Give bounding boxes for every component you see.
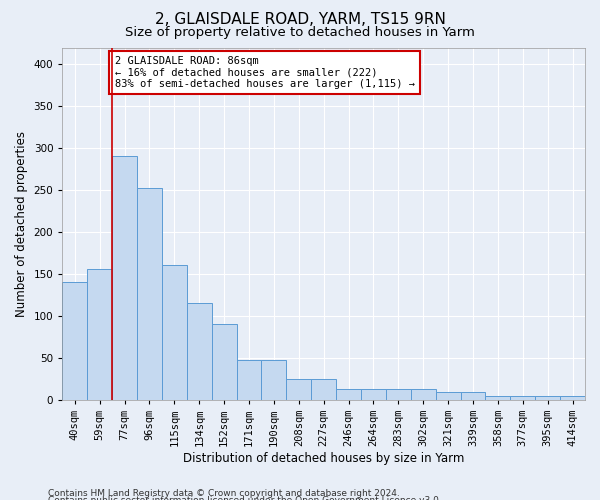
Bar	[236, 360, 262, 400]
Bar	[187, 304, 212, 400]
Bar	[511, 396, 535, 400]
Bar	[262, 360, 286, 400]
Bar	[361, 389, 386, 400]
Bar	[336, 389, 361, 400]
Bar	[62, 282, 87, 400]
Text: Size of property relative to detached houses in Yarm: Size of property relative to detached ho…	[125, 26, 475, 39]
Bar	[286, 379, 311, 400]
Bar	[461, 392, 485, 400]
Bar	[386, 389, 411, 400]
Bar	[112, 156, 137, 400]
Bar	[485, 396, 511, 400]
Text: Contains HM Land Registry data © Crown copyright and database right 2024.: Contains HM Land Registry data © Crown c…	[48, 488, 400, 498]
X-axis label: Distribution of detached houses by size in Yarm: Distribution of detached houses by size …	[183, 452, 464, 465]
Y-axis label: Number of detached properties: Number of detached properties	[15, 130, 28, 316]
Bar	[137, 188, 162, 400]
Bar	[311, 379, 336, 400]
Text: Contains public sector information licensed under the Open Government Licence v3: Contains public sector information licen…	[48, 496, 442, 500]
Text: 2 GLAISDALE ROAD: 86sqm
← 16% of detached houses are smaller (222)
83% of semi-d: 2 GLAISDALE ROAD: 86sqm ← 16% of detache…	[115, 56, 415, 89]
Bar	[560, 396, 585, 400]
Text: 2, GLAISDALE ROAD, YARM, TS15 9RN: 2, GLAISDALE ROAD, YARM, TS15 9RN	[155, 12, 445, 28]
Bar	[411, 389, 436, 400]
Bar	[436, 392, 461, 400]
Bar	[535, 396, 560, 400]
Bar	[87, 269, 112, 400]
Bar	[162, 265, 187, 400]
Bar	[212, 324, 236, 400]
